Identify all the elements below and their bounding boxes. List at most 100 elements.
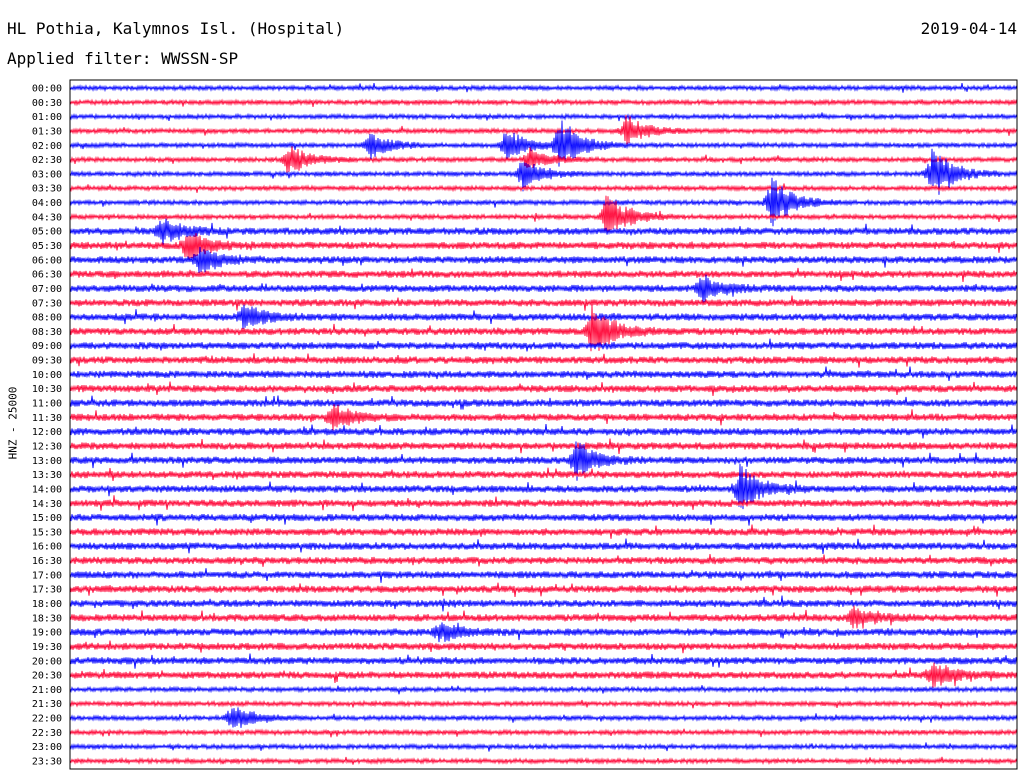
seismic-trace (69, 195, 1018, 234)
row-time-label: 12:00 (32, 427, 62, 438)
seismic-trace (69, 707, 1018, 728)
seismic-trace (69, 438, 1018, 454)
row-time-label: 17:30 (32, 585, 62, 596)
row-time-label: 11:00 (32, 399, 62, 410)
filter-label: Applied filter: WWSSN-SP (7, 49, 239, 68)
record-date: 2019-04-14 (920, 19, 1017, 38)
row-time-label: 03:00 (32, 169, 62, 180)
row-time-label: 03:30 (32, 184, 62, 195)
row-time-label: 09:00 (32, 341, 62, 352)
seismic-trace (69, 605, 1018, 629)
row-time-label: 20:00 (32, 656, 62, 667)
row-time-label: 04:00 (32, 198, 62, 209)
seismic-trace (69, 467, 1018, 481)
seismic-trace (69, 120, 1018, 167)
seismic-trace (69, 395, 1018, 410)
row-time-label: 19:00 (32, 628, 62, 639)
row-time-label: 11:30 (32, 413, 62, 424)
seismic-trace (69, 568, 1018, 583)
row-time-label: 00:30 (32, 98, 62, 109)
seismic-trace (69, 366, 1018, 382)
seismic-trace (69, 146, 1018, 173)
seismic-trace (69, 728, 1018, 738)
seismic-trace (69, 513, 1018, 526)
row-time-label: 19:30 (32, 642, 62, 653)
row-time-label: 07:00 (32, 284, 62, 295)
row-time-label: 02:30 (32, 155, 62, 166)
row-time-label: 08:30 (32, 327, 62, 338)
row-time-label: 23:00 (32, 742, 62, 753)
row-time-label: 12:30 (32, 441, 62, 452)
seismic-trace (69, 304, 1018, 352)
row-time-label: 06:00 (32, 255, 62, 266)
seismic-trace (69, 699, 1018, 709)
row-time-label: 18:30 (32, 613, 62, 624)
seismic-trace (69, 524, 1018, 539)
seismic-trace (69, 114, 1018, 145)
seismic-trace (69, 83, 1018, 93)
row-time-label: 22:30 (32, 728, 62, 739)
row-time-label: 05:00 (32, 227, 62, 238)
seismic-trace (69, 756, 1018, 766)
plot-frame (69, 79, 1018, 770)
seismic-trace (69, 246, 1018, 273)
row-time-label: 13:30 (32, 470, 62, 481)
seismic-trace (69, 233, 1018, 261)
seismic-trace (69, 404, 1018, 431)
seismic-trace (69, 267, 1018, 282)
seismic-trace (69, 274, 1018, 304)
row-time-label: 06:30 (32, 270, 62, 281)
row-time-label: 14:30 (32, 499, 62, 510)
row-time-label: 10:00 (32, 370, 62, 381)
seismic-trace (69, 662, 1018, 688)
seismic-trace (69, 381, 1018, 397)
station-title: HL Pothia, Kalymnos Isl. (Hospital) (7, 19, 345, 38)
row-time-label: 15:30 (32, 527, 62, 538)
row-time-label: 16:00 (32, 542, 62, 553)
seismic-trace (69, 595, 1018, 612)
seismic-trace (69, 423, 1018, 439)
row-time-label: 10:30 (32, 384, 62, 395)
row-time-label: 15:00 (32, 513, 62, 524)
seismic-trace (69, 148, 1018, 195)
seismic-trace (69, 177, 1018, 227)
seismic-trace (69, 353, 1018, 368)
seismic-trace (69, 538, 1018, 555)
row-time-label: 05:30 (32, 241, 62, 252)
row-time-label: 00:00 (32, 84, 62, 95)
row-time-label: 18:00 (32, 599, 62, 610)
row-time-label: 17:00 (32, 570, 62, 581)
seismic-trace (69, 441, 1018, 481)
row-time-label: 02:00 (32, 141, 62, 152)
row-time-label: 01:00 (32, 112, 62, 123)
row-time-label: 21:00 (32, 685, 62, 696)
row-time-label: 20:30 (32, 671, 62, 682)
row-time-label: 16:30 (32, 556, 62, 567)
seismic-trace (69, 183, 1018, 193)
row-time-label: 08:00 (32, 313, 62, 324)
row-time-label: 14:00 (32, 484, 62, 495)
row-time-label: 23:30 (32, 757, 62, 768)
seismic-trace (69, 742, 1018, 752)
seismic-trace (69, 304, 1018, 329)
seismic-trace (69, 653, 1018, 669)
row-time-label: 01:30 (32, 126, 62, 137)
seismic-trace (69, 112, 1018, 122)
seismic-trace (69, 640, 1018, 654)
row-time-label: 07:30 (32, 298, 62, 309)
seismic-trace (69, 495, 1018, 512)
seismic-trace (69, 463, 1018, 510)
seismic-trace (69, 218, 1018, 246)
row-time-label: 04:30 (32, 212, 62, 223)
seismic-trace (69, 622, 1018, 643)
row-time-label: 13:00 (32, 456, 62, 467)
seismic-trace (69, 338, 1018, 352)
seismic-trace (69, 98, 1018, 107)
row-time-label: 22:00 (32, 714, 62, 725)
row-time-label: 09:30 (32, 356, 62, 367)
seismic-trace (69, 553, 1018, 567)
seismic-trace (69, 295, 1018, 311)
seismic-trace (69, 582, 1018, 597)
row-time-label: 21:30 (32, 699, 62, 710)
